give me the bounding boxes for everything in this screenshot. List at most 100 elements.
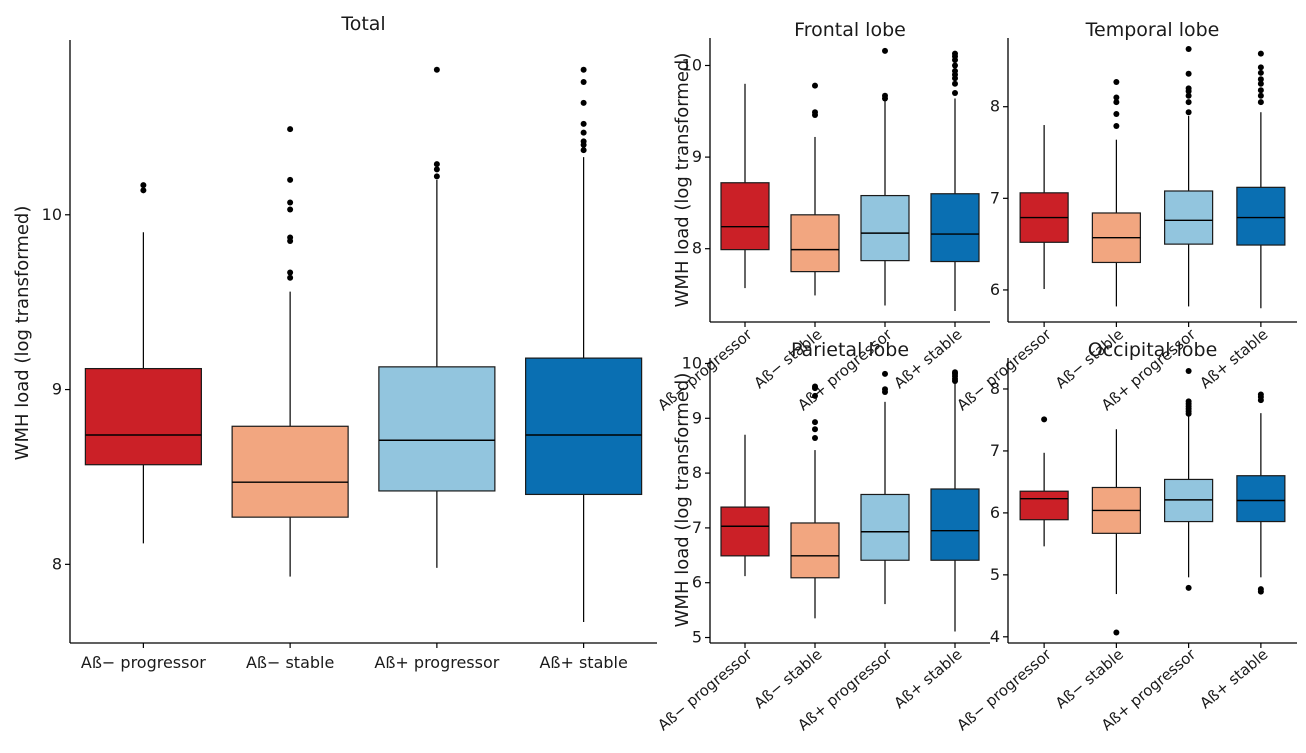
outlier-point [1257,50,1264,57]
x-tick-label: Aß+ stable [539,653,627,672]
box-body [378,366,496,492]
y-tick-label: 7 [990,188,1000,207]
y-tick-label: 9 [692,147,702,166]
x-tick-label: Aß− stable [246,653,334,672]
outlier-point [1185,45,1192,52]
outlier-point [287,199,294,206]
outlier-point [1113,122,1120,129]
y-axis-label: WMH load (log transformed) [672,53,693,308]
box-body [930,488,980,561]
outlier-point [580,66,587,73]
outlier-point [1113,94,1120,101]
box-abpos-stable [930,369,980,632]
outlier-point [952,369,958,376]
outlier-point [287,269,294,276]
outlier-point [580,129,587,136]
outlier-point [1185,99,1192,106]
y-tick-label: 8 [990,97,1000,116]
box-body [1019,490,1069,521]
box-body [860,493,910,561]
outlier-point [1113,99,1120,106]
y-axis-label: WMH load (log transformed) [12,206,33,461]
y-tick-label: 6 [990,503,1000,522]
box-abneg-progressor [720,434,770,577]
outlier-point [580,99,587,106]
box-abneg-progressor [1019,416,1069,547]
box-body [790,214,840,273]
box-abneg-stable [790,82,840,296]
outlier-point [1185,92,1192,99]
outlier-point [1257,80,1264,87]
y-tick-label: 7 [990,441,1000,460]
y-tick-label: 8 [692,239,702,258]
box-abneg-stable [231,126,349,577]
outlier-point [812,426,818,433]
panel-total: Total WMH load (log transformed) 8 9 10 Aß− p… [12,13,657,672]
box-abpos-stable [1236,50,1286,309]
y-tick-label: 10 [682,55,702,74]
box-abneg-stable [1091,429,1141,636]
outlier-point [433,166,440,173]
y-tick-label: 6 [990,280,1000,299]
box-abpos-stable [930,50,980,312]
box-abneg-progressor [720,83,770,289]
x-tick-label: Aß+ stable [891,645,966,712]
outlier-point [287,206,294,213]
outlier-point [882,92,888,99]
outlier-point [1113,78,1120,85]
outlier-point [433,173,440,180]
box-body [525,357,643,496]
outlier-point [287,234,294,241]
x-tick-label: Aß− progressor [953,325,1055,415]
box-abneg-progressor [1019,125,1069,290]
box-body [231,425,349,518]
outlier-point [812,435,818,442]
outlier-point [287,274,294,281]
box-abpos-stable [1236,391,1286,595]
outlier-point [433,161,440,168]
box-abpos-progressor [1164,45,1214,307]
panel-title: Temporal lobe [1085,19,1220,41]
outlier-point [287,176,294,183]
outlier-point [287,126,294,133]
outlier-point [1185,70,1192,77]
outlier-point [1185,368,1192,375]
y-tick-label: 5 [990,565,1000,584]
outlier-point [1185,584,1192,591]
box-body [720,506,770,557]
y-tick-label: 8 [52,554,62,573]
outlier-point [140,187,147,194]
panel-title: Parietal lobe [791,339,909,361]
outlier-point [1113,629,1120,636]
box-abneg-progressor [84,182,202,544]
panel-title: Total [340,13,385,35]
outlier-point [812,392,818,399]
x-tick-label: Aß− stable [1052,645,1127,712]
box-abneg-stable [1091,78,1141,307]
box-abpos-progressor [860,370,910,605]
y-tick-label: 8 [692,463,702,482]
box-abpos-progressor [378,66,496,568]
outlier-point [1257,99,1264,106]
outlier-point [1257,92,1264,99]
box-abpos-progressor [1164,368,1214,591]
x-tick-label: Aß+ stable [1196,645,1271,712]
box-body [1236,475,1286,523]
box-abneg-stable [790,383,840,619]
outlier-point [812,383,818,390]
y-tick-label: 9 [52,380,62,399]
box-body [860,194,910,262]
outlier-point [140,182,147,189]
outlier-point [1185,85,1192,92]
outlier-point [1257,64,1264,71]
y-tick-label: 4 [990,627,1000,646]
outlier-point [952,50,958,57]
x-tick-label: Aß− stable [751,645,826,712]
outlier-point [952,89,958,96]
y-tick-label: 10 [682,353,702,372]
outlier-point [1113,111,1120,118]
outlier-point [882,386,888,393]
outlier-point [1041,416,1048,423]
outlier-point [952,67,958,74]
